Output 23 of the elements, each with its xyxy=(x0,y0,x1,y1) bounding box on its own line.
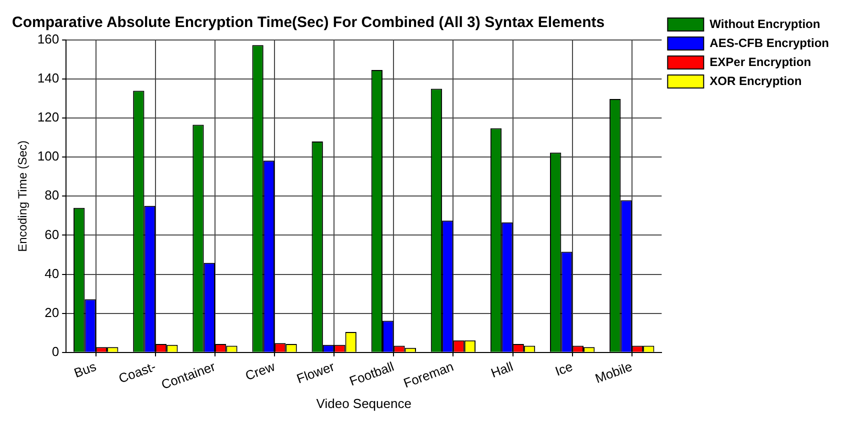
y-tick-label: 100 xyxy=(37,148,60,164)
y-tick-label: 140 xyxy=(37,70,60,86)
x-tick-label: Ice xyxy=(553,358,575,379)
x-tick-label: Flower xyxy=(294,358,337,386)
y-tick-label: 40 xyxy=(44,266,60,281)
y-axis-title: Encoding Time (Sec) xyxy=(16,140,30,252)
y-tick-label: 160 xyxy=(37,32,60,47)
legend-label: EXPer Encryption xyxy=(710,54,812,69)
x-axis-title: Video Sequence xyxy=(316,396,412,411)
y-tick-label: 60 xyxy=(44,226,60,242)
x-tick-label: Bus xyxy=(72,358,99,381)
y-tick-label: 20 xyxy=(44,304,60,320)
legend-label: XOR Encryption xyxy=(710,74,802,88)
x-tick-label: Hall xyxy=(488,358,516,381)
chart-title: Comparative Absolute Encryption Time(Sec) For Combined (All 3) Syntax Elements xyxy=(12,14,605,32)
y-tick-label: 0 xyxy=(52,344,60,359)
y-tick-label: 120 xyxy=(37,110,60,125)
legend-label: Without Encryption xyxy=(710,16,820,31)
x-tick-label: Mobile xyxy=(593,358,634,386)
x-tick-label: Crew xyxy=(243,358,278,384)
y-tick-label: 80 xyxy=(44,188,60,203)
x-tick-label: Coast- xyxy=(116,358,158,386)
legend-label: AES-CFB Encryption xyxy=(710,36,830,50)
